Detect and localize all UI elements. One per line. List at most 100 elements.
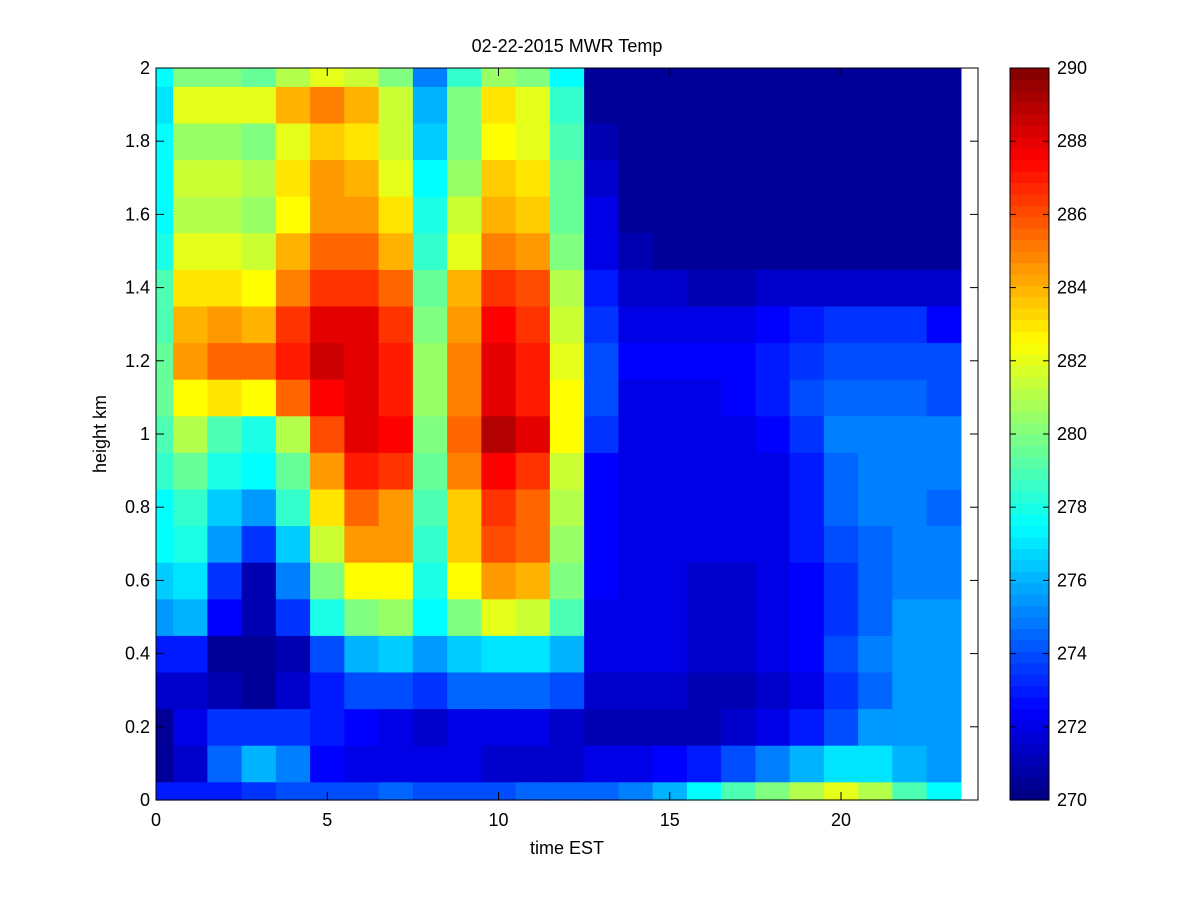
heatmap-cell xyxy=(241,342,277,380)
heatmap-cell xyxy=(515,671,551,710)
colorbar-ticks: 270 272 274 276 278 280 282 284 286 288 290 xyxy=(1010,58,1087,810)
heatmap-cell xyxy=(549,68,585,87)
heatmap-cell xyxy=(549,745,585,783)
heatmap-cell xyxy=(652,379,688,417)
heatmap-cell xyxy=(344,196,380,234)
heatmap-cell xyxy=(481,379,517,417)
heatmap-cell xyxy=(892,305,928,344)
heatmap-cell xyxy=(584,671,619,710)
heatmap-cell xyxy=(156,452,174,490)
colorbar-segment xyxy=(1010,628,1049,641)
heatmap-cell xyxy=(156,305,174,344)
heatmap-cell xyxy=(515,708,551,746)
heatmap-cell xyxy=(721,635,756,673)
heatmap-cell xyxy=(789,305,825,344)
heatmap-cell xyxy=(412,68,448,87)
colorbar-tick-label: 276 xyxy=(1057,570,1087,590)
heatmap-cell xyxy=(721,305,756,344)
heatmap-cell xyxy=(275,415,311,453)
colorbar-segment xyxy=(1010,319,1049,332)
heatmap-cell xyxy=(447,68,482,87)
heatmap-cell xyxy=(207,708,243,746)
heatmap-cell xyxy=(892,781,928,801)
heatmap-cell xyxy=(789,598,825,636)
colorbar-segment xyxy=(1010,559,1049,572)
heatmap-cell xyxy=(173,305,208,344)
colorbar-segment xyxy=(1010,193,1049,206)
heatmap-cell xyxy=(618,781,654,801)
colorbar-tick-label: 282 xyxy=(1057,351,1087,371)
heatmap-cell xyxy=(481,525,517,563)
colorbar-segment xyxy=(1010,548,1049,561)
heatmap-cell xyxy=(447,635,482,673)
heatmap-cell xyxy=(584,305,619,344)
heatmap-cell xyxy=(481,635,517,673)
heatmap-cell xyxy=(447,196,482,234)
colorbar-segment xyxy=(1010,205,1049,218)
colorbar-segment xyxy=(1010,479,1049,492)
heatmap-cell xyxy=(755,708,791,746)
heatmap-cell xyxy=(412,379,448,417)
heatmap-cell xyxy=(789,525,825,563)
heatmap-cell xyxy=(549,305,585,344)
colorbar-segment xyxy=(1010,388,1049,401)
heatmap-cell xyxy=(823,415,859,453)
heatmap-cell xyxy=(275,562,311,600)
heatmap-cell xyxy=(789,671,825,710)
heatmap-cell xyxy=(156,781,174,801)
colorbar-segment xyxy=(1010,136,1049,149)
heatmap-cell xyxy=(721,68,756,87)
heatmap-cell xyxy=(173,708,208,746)
colorbar-segment xyxy=(1010,182,1049,195)
heatmap-cell xyxy=(584,86,619,124)
heatmap-cell xyxy=(207,305,243,344)
heatmap-cell xyxy=(926,745,962,783)
heatmap-cell xyxy=(515,635,551,673)
heatmap-cell xyxy=(584,562,619,600)
heatmap-cell xyxy=(549,86,585,124)
heatmap-cell xyxy=(584,68,619,87)
heatmap-cell xyxy=(156,269,174,307)
heatmap-cell xyxy=(618,671,654,710)
heatmap-cell xyxy=(344,745,380,783)
heatmap-cell xyxy=(789,196,825,234)
heatmap-cell xyxy=(652,671,688,710)
heatmap-cell xyxy=(156,708,174,746)
heatmap-cell xyxy=(447,562,482,600)
heatmap-cell xyxy=(310,379,345,417)
heatmap-cell xyxy=(344,342,380,380)
colorbar-segment xyxy=(1010,159,1049,172)
heatmap-cell xyxy=(584,598,619,636)
heatmap-cell xyxy=(310,598,345,636)
heatmap-cell xyxy=(207,562,243,600)
heatmap-cell xyxy=(755,562,791,600)
heatmap-cell xyxy=(618,305,654,344)
heatmap-cell xyxy=(156,525,174,563)
colorbar-segment xyxy=(1010,422,1049,435)
heatmap-cell xyxy=(515,598,551,636)
heatmap-cell xyxy=(207,122,243,161)
heatmap-cell xyxy=(926,781,962,801)
heatmap-cell xyxy=(447,671,482,710)
heatmap-cell xyxy=(310,708,345,746)
heatmap-cell xyxy=(823,269,859,307)
heatmap-cell xyxy=(515,342,551,380)
heatmap-cell xyxy=(686,379,722,417)
colorbar-segment xyxy=(1010,525,1049,538)
heatmap-cell xyxy=(823,342,859,380)
heatmap-cell xyxy=(173,196,208,234)
heatmap-cell xyxy=(412,598,448,636)
heatmap-cell xyxy=(823,708,859,746)
heatmap-cell xyxy=(412,635,448,673)
heatmap-cell xyxy=(858,562,893,600)
heatmap-cell xyxy=(173,122,208,161)
heatmap-cell xyxy=(892,269,928,307)
heatmap-cell xyxy=(378,745,414,783)
heatmap-cell xyxy=(549,671,585,710)
heatmap-cell xyxy=(823,525,859,563)
heatmap-cell xyxy=(789,708,825,746)
heatmap-cell xyxy=(310,159,345,197)
heatmap-cell xyxy=(447,488,482,527)
heatmap-cell xyxy=(686,342,722,380)
